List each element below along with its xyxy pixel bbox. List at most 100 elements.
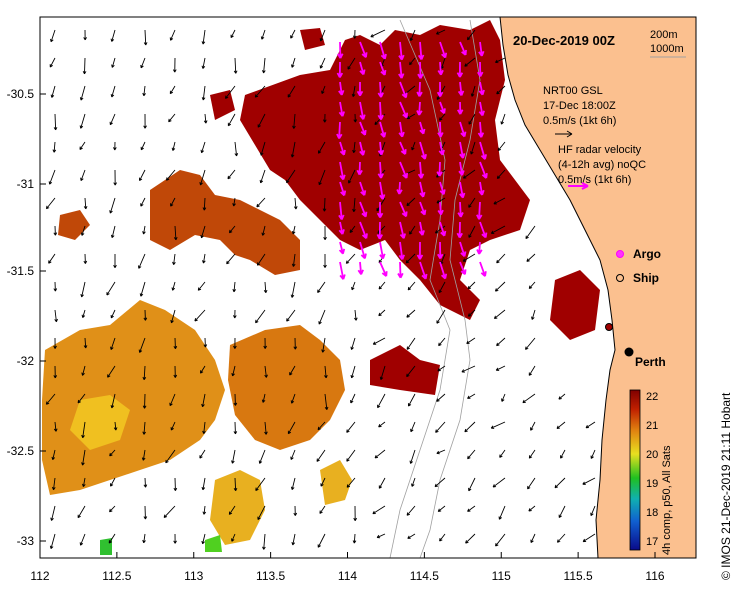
radar-arrow	[398, 241, 405, 260]
radar-arrow	[457, 81, 465, 96]
gsl-arrow	[232, 281, 237, 293]
radar-arrow	[459, 121, 467, 138]
gsl-arrow	[171, 281, 176, 291]
sst-mid-patches	[58, 170, 300, 275]
gsl-arrow	[80, 169, 86, 182]
gsl-arrow	[80, 225, 86, 236]
gsl-arrow	[525, 337, 536, 350]
gsl-arrow	[409, 57, 416, 66]
radar-arrow	[399, 141, 407, 155]
gsl-arrow	[261, 225, 266, 236]
gsl-arrow	[349, 225, 356, 233]
gsl-arrow	[257, 113, 266, 128]
gsl-arrow	[530, 421, 536, 431]
gsl-arrow	[53, 225, 58, 236]
radar-arrow	[359, 201, 368, 218]
gsl-arrow	[202, 197, 207, 211]
gsl-arrow	[228, 225, 236, 234]
radar-arrow	[379, 241, 386, 260]
radar-arrow	[419, 141, 427, 160]
depth-label-200m: 200m	[650, 29, 678, 41]
radar-arrow	[377, 101, 384, 121]
gsl-arrow	[436, 393, 446, 402]
gsl-arrow	[407, 393, 416, 407]
colorbar-label: 4h comp, p50, All Sats	[661, 445, 673, 555]
gsl-arrow	[82, 57, 87, 75]
gsl-arrow	[234, 141, 239, 157]
gsl-arrow	[558, 393, 566, 400]
gsl-arrow	[142, 85, 146, 97]
y-tick-label: -32	[17, 354, 35, 368]
argo-label: Argo	[633, 247, 661, 261]
radar-arrow	[359, 141, 366, 156]
radar-arrow	[439, 41, 448, 59]
gsl-arrow	[77, 393, 86, 404]
x-tick-label: 116	[645, 569, 664, 583]
gsl-legend-line2: 17-Dec 18:00Z	[543, 100, 616, 112]
gsl-arrow	[287, 421, 296, 435]
radar-arrow	[437, 121, 444, 138]
gsl-arrow	[170, 197, 176, 207]
gsl-arrow	[201, 57, 206, 69]
gsl-arrow	[437, 505, 446, 512]
gsl-arrow	[526, 253, 536, 262]
gsl-arrow	[585, 421, 596, 429]
gsl-arrow	[45, 197, 56, 210]
gsl-arrow	[470, 85, 476, 97]
gsl-arrow	[496, 169, 506, 180]
gsl-arrow	[53, 337, 57, 349]
ship-label: Ship	[633, 271, 659, 285]
radar-arrow	[479, 221, 488, 239]
radar-arrow	[377, 141, 385, 156]
gsl-arrow	[353, 113, 358, 123]
gsl-arrow	[411, 141, 416, 151]
gsl-arrow	[495, 57, 506, 64]
gsl-arrow	[317, 141, 326, 154]
gsl-arrow	[261, 57, 266, 74]
gsl-arrow	[376, 533, 386, 539]
radar-arrow	[377, 161, 384, 179]
gsl-arrow	[108, 533, 116, 544]
map-title: 20-Dec-2019 00Z	[513, 33, 615, 48]
gsl-arrow	[293, 505, 298, 516]
radar-arrow	[398, 41, 405, 61]
gsl-arrow	[317, 281, 326, 293]
gsl-arrow	[317, 421, 326, 431]
gsl-arrow	[292, 113, 296, 129]
radar-arrow	[399, 201, 408, 218]
gsl-arrow	[291, 225, 296, 235]
radar-arrow	[419, 261, 428, 280]
gsl-arrow	[111, 57, 116, 68]
gsl-arrow	[143, 477, 148, 488]
gsl-arrow	[110, 85, 116, 98]
gsl-arrow	[263, 281, 268, 294]
gsl-arrow	[435, 29, 446, 35]
gsl-arrow	[109, 505, 116, 513]
gsl-arrow	[53, 421, 58, 432]
radar-arrow	[436, 81, 444, 97]
gsl-arrow	[411, 477, 416, 487]
gsl-arrow	[201, 85, 206, 101]
radar-arrow	[398, 121, 405, 138]
radar-arrow	[399, 101, 409, 119]
gsl-arrow	[110, 337, 116, 350]
radar-arrow	[339, 261, 346, 280]
gsl-arrow	[143, 113, 147, 129]
gsl-arrow	[323, 253, 327, 268]
gsl-arrow	[493, 197, 506, 205]
gsl-arrow	[203, 337, 208, 348]
radar-arrow	[459, 41, 467, 56]
gsl-arrow	[79, 141, 86, 150]
gsl-arrow	[438, 281, 446, 294]
gsl-arrow	[45, 393, 56, 405]
radar-arrow	[439, 181, 446, 195]
gsl-arrow	[406, 309, 416, 318]
x-tick-label: 114.5	[410, 569, 439, 583]
radar-arrow	[376, 201, 384, 219]
gsl-arrow	[435, 421, 446, 433]
gsl-arrow	[255, 477, 266, 491]
gsl-arrow	[232, 197, 236, 207]
gsl-arrow	[467, 505, 476, 512]
gsl-arrow	[227, 113, 236, 127]
radar-arrow	[379, 61, 387, 76]
